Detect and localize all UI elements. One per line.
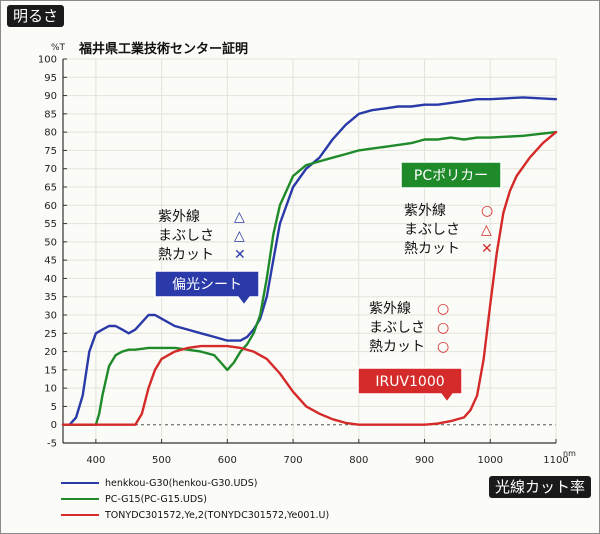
rating-label: まぶしさ <box>158 228 214 244</box>
y-tick-label: 50 <box>44 237 57 248</box>
chart-title: 明るさ <box>7 5 65 27</box>
rating-label: まぶしさ <box>404 222 460 238</box>
callout-badge-pc: PCポリカー <box>400 161 502 189</box>
rating-mark: ○ <box>437 320 449 336</box>
rating-mark: △ <box>481 222 492 238</box>
x-tick-label: 1000 <box>478 455 503 466</box>
legend-label: PC-G15(PC-G15.UDS) <box>105 493 207 505</box>
axes: 1009590858075706560555045403530252015105… <box>38 55 569 467</box>
legend-label: TONYDC301572,Ye,2(TONYDC301572,Ye001.U) <box>105 509 330 521</box>
y-tick-label: 40 <box>44 274 57 285</box>
rating-label: 熱カット <box>369 339 425 355</box>
legend-swatch <box>61 482 99 484</box>
legend-swatch <box>61 514 99 516</box>
x-tick-label: 700 <box>284 455 303 466</box>
y-tick-label: 100 <box>38 55 57 66</box>
y-tick-label: 75 <box>44 146 57 157</box>
legend-item: PC-G15(PC-G15.UDS) <box>61 491 329 507</box>
x-tick-label: 800 <box>349 455 368 466</box>
callout-label: PCポリカー <box>414 168 488 184</box>
y-tick-label: 10 <box>44 384 57 395</box>
series-line <box>61 130 558 426</box>
callout-badge-iruv: IRUV1000 <box>357 367 463 404</box>
legend-item: TONYDC301572,Ye,2(TONYDC301572,Ye001.U) <box>61 507 329 523</box>
rating-label: 熱カット <box>158 247 214 263</box>
x-axis-label: 光線カット率 <box>488 476 591 498</box>
y-tick-label: 55 <box>44 219 57 230</box>
rating-mark: ○ <box>437 301 449 317</box>
callout-badge-henkou: 偏光シート <box>154 270 260 307</box>
x-tick-label: 900 <box>415 455 434 466</box>
y-tick-label: 45 <box>44 256 57 267</box>
rating-label: 紫外線 <box>369 301 411 317</box>
y-tick-label: 15 <box>44 365 57 376</box>
legend-item: henkkou-G30(henkou-G30.UDS) <box>61 475 329 491</box>
rating-mark: ✕ <box>234 247 246 263</box>
y-tick-label: -5 <box>47 439 57 450</box>
x-tick-label: 1100 <box>543 455 568 466</box>
series-line <box>61 96 558 426</box>
y-axis-unit: %T <box>51 43 66 53</box>
series-line <box>61 130 558 426</box>
y-tick-label: 20 <box>44 347 57 358</box>
y-tick-label: 95 <box>44 73 57 84</box>
legend: henkkou-G30(henkou-G30.UDS) PC-G15(PC-G1… <box>61 475 329 523</box>
y-tick-label: 25 <box>44 329 57 340</box>
y-tick-label: 5 <box>51 402 57 413</box>
x-tick-label: 600 <box>218 455 237 466</box>
callout-label: IRUV1000 <box>375 374 444 390</box>
callout-label: 偏光シート <box>172 277 242 293</box>
y-tick-label: 35 <box>44 292 57 303</box>
x-tick-label: 500 <box>152 455 171 466</box>
y-tick-label: 60 <box>44 201 57 212</box>
rating-mark: ✕ <box>481 241 493 257</box>
x-axis-unit: nm <box>563 449 576 458</box>
y-tick-label: 30 <box>44 311 57 322</box>
y-tick-label: 65 <box>44 183 57 194</box>
callout-box <box>400 161 502 189</box>
legend-swatch <box>61 498 99 500</box>
y-tick-label: 0 <box>51 420 57 431</box>
rating-label: 紫外線 <box>404 203 446 219</box>
y-tick-label: 90 <box>44 91 57 102</box>
rating-mark: △ <box>234 209 245 225</box>
callout-box <box>357 367 463 404</box>
rating-mark: ○ <box>437 339 449 355</box>
callout-box <box>154 270 260 307</box>
rating-label: 熱カット <box>404 241 460 257</box>
rating-mark: ○ <box>481 203 493 219</box>
series-lines <box>61 96 558 426</box>
rating-label: まぶしさ <box>369 320 425 336</box>
y-tick-label: 85 <box>44 109 57 120</box>
y-tick-label: 80 <box>44 128 57 139</box>
rating-mark: △ <box>234 228 245 244</box>
y-tick-label: 70 <box>44 164 57 175</box>
rating-label: 紫外線 <box>158 209 200 225</box>
source-label: 福井県工業技術センター証明 <box>78 41 248 57</box>
legend-label: henkkou-G30(henkou-G30.UDS) <box>105 477 258 489</box>
x-tick-label: 400 <box>86 455 105 466</box>
